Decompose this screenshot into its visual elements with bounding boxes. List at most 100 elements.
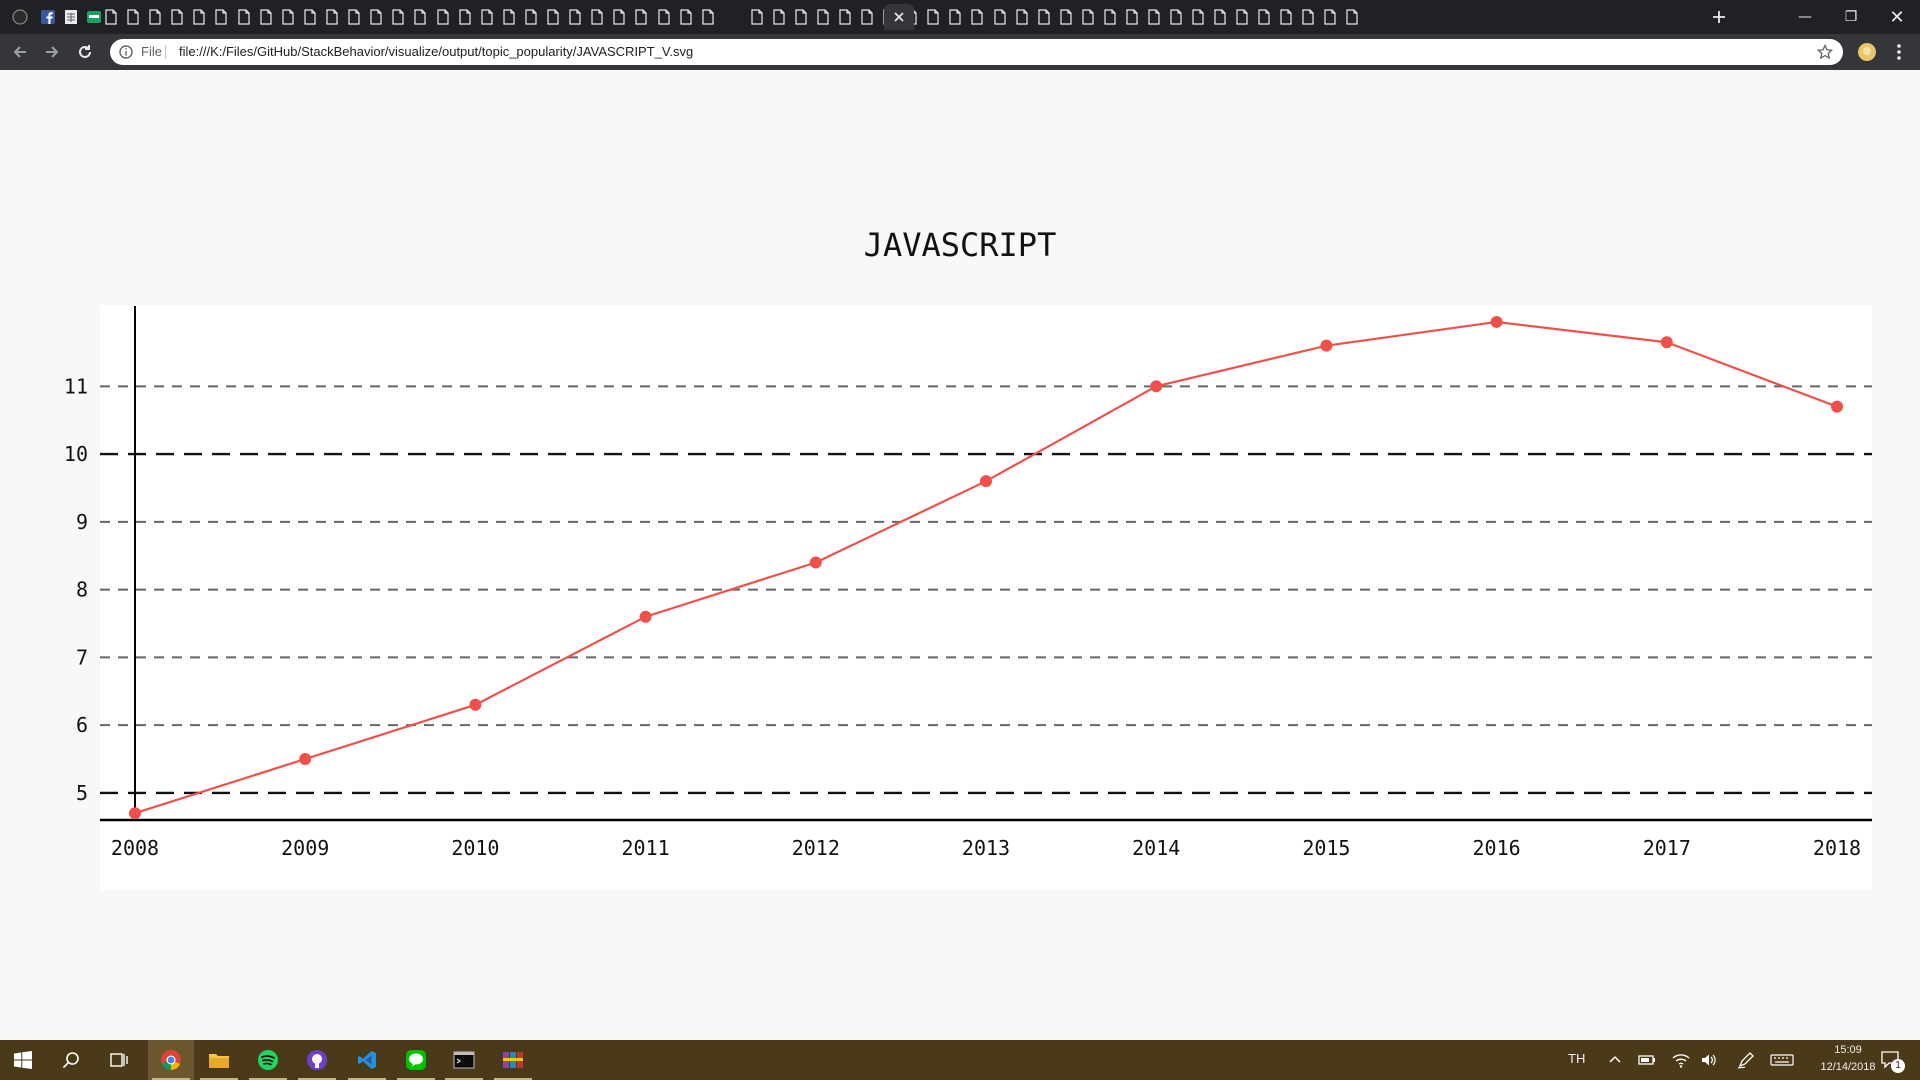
browser-tab[interactable] bbox=[833, 4, 857, 30]
browser-tab[interactable] bbox=[811, 4, 835, 30]
browser-tab[interactable] bbox=[1054, 4, 1078, 30]
browser-tab[interactable] bbox=[585, 4, 609, 30]
new-tab-button[interactable] bbox=[1707, 4, 1731, 30]
task-view-button[interactable] bbox=[96, 1040, 142, 1080]
profile-button[interactable] bbox=[1855, 40, 1879, 64]
browser-tab[interactable] bbox=[298, 4, 322, 30]
close-tab-icon[interactable] bbox=[893, 11, 905, 23]
browser-tab[interactable] bbox=[254, 4, 278, 30]
browser-tab[interactable] bbox=[789, 4, 813, 30]
browser-tab[interactable] bbox=[431, 4, 455, 30]
start-button[interactable] bbox=[0, 1040, 46, 1080]
reload-button[interactable] bbox=[73, 40, 97, 64]
browser-tab[interactable] bbox=[342, 4, 366, 30]
browser-tab[interactable] bbox=[497, 4, 521, 30]
browser-tab[interactable] bbox=[121, 4, 145, 30]
browser-tab[interactable] bbox=[519, 4, 543, 30]
browser-tab[interactable] bbox=[1208, 4, 1232, 30]
browser-tab[interactable] bbox=[1076, 4, 1100, 30]
browser-tab[interactable] bbox=[82, 4, 106, 30]
browser-tab[interactable] bbox=[386, 4, 410, 30]
taskbar-app-chrome[interactable] bbox=[148, 1040, 194, 1080]
taskbar-app-winrar[interactable] bbox=[490, 1040, 536, 1080]
browser-tab[interactable] bbox=[607, 4, 631, 30]
browser-tab[interactable] bbox=[453, 4, 477, 30]
document-favicon-icon bbox=[1324, 9, 1336, 25]
browser-tab[interactable] bbox=[408, 4, 432, 30]
browser-tab[interactable] bbox=[1340, 4, 1364, 30]
volume-icon[interactable] bbox=[1700, 1052, 1718, 1068]
browser-tab[interactable] bbox=[1230, 4, 1254, 30]
data-point bbox=[639, 610, 652, 623]
browser-tab[interactable] bbox=[475, 4, 499, 30]
url-text[interactable]: file:///K:/Files/GitHub/StackBehavior/vi… bbox=[179, 44, 694, 59]
document-favicon-icon bbox=[304, 9, 316, 25]
browser-tab[interactable] bbox=[767, 4, 791, 30]
browser-tab[interactable] bbox=[855, 4, 879, 30]
taskbar-app-terminal[interactable] bbox=[441, 1040, 487, 1080]
browser-tab[interactable] bbox=[320, 4, 344, 30]
address-bar[interactable]: File file:///K:/Files/GitHub/StackBehavi… bbox=[110, 39, 1843, 65]
browser-tab[interactable] bbox=[921, 4, 945, 30]
input-language[interactable]: TH bbox=[1568, 1051, 1586, 1066]
browser-tab[interactable] bbox=[232, 4, 256, 30]
browser-tab[interactable] bbox=[674, 4, 698, 30]
browser-tab[interactable] bbox=[1142, 4, 1166, 30]
y-tick-label: 5 bbox=[76, 781, 88, 805]
chevron-up-icon[interactable] bbox=[1608, 1053, 1622, 1067]
browser-tab[interactable] bbox=[988, 4, 1012, 30]
browser-tab[interactable] bbox=[143, 4, 167, 30]
taskbar-app-github-desktop[interactable] bbox=[294, 1040, 340, 1080]
back-button[interactable] bbox=[8, 40, 32, 64]
ime-keyboard-icon[interactable] bbox=[1770, 1052, 1794, 1068]
browser-tab-active[interactable] bbox=[884, 4, 914, 30]
browser-tab[interactable] bbox=[99, 4, 123, 30]
clock-time[interactable]: 15:09 bbox=[1834, 1044, 1862, 1056]
browser-tab[interactable] bbox=[209, 4, 233, 30]
taskbar-app-file-explorer[interactable] bbox=[196, 1040, 242, 1080]
browser-tab[interactable] bbox=[965, 4, 989, 30]
browser-tab[interactable] bbox=[629, 4, 653, 30]
browser-tab[interactable] bbox=[8, 4, 32, 30]
data-point bbox=[809, 556, 822, 569]
pen-workspace-icon[interactable] bbox=[1737, 1051, 1755, 1069]
browser-tab[interactable] bbox=[187, 4, 211, 30]
browser-tab[interactable] bbox=[1274, 4, 1298, 30]
browser-tab[interactable] bbox=[1252, 4, 1276, 30]
browser-tab[interactable] bbox=[696, 4, 720, 30]
browser-tab[interactable] bbox=[165, 4, 189, 30]
info-icon[interactable] bbox=[119, 45, 133, 59]
search-button[interactable] bbox=[48, 1040, 94, 1080]
browser-tab[interactable] bbox=[36, 4, 60, 30]
browser-tab[interactable] bbox=[1164, 4, 1188, 30]
browser-tab[interactable] bbox=[59, 4, 83, 30]
clock-date[interactable]: 12/14/2018 bbox=[1820, 1061, 1876, 1073]
browser-tab[interactable] bbox=[563, 4, 587, 30]
action-center-button[interactable]: 1 bbox=[1878, 1048, 1908, 1074]
browser-tab[interactable] bbox=[745, 4, 769, 30]
browser-tab[interactable] bbox=[1010, 4, 1034, 30]
browser-tab[interactable] bbox=[1098, 4, 1122, 30]
taskbar-app-spotify[interactable] bbox=[245, 1040, 291, 1080]
browser-tab[interactable] bbox=[1296, 4, 1320, 30]
document-favicon-icon bbox=[282, 9, 294, 25]
browser-tab[interactable] bbox=[276, 4, 300, 30]
forward-button[interactable] bbox=[40, 40, 64, 64]
menu-button[interactable] bbox=[1887, 40, 1911, 64]
taskbar-app-line[interactable] bbox=[393, 1040, 439, 1080]
browser-tab[interactable] bbox=[1318, 4, 1342, 30]
bookmark-star-icon[interactable] bbox=[1817, 44, 1833, 60]
browser-tab[interactable] bbox=[364, 4, 388, 30]
browser-tab[interactable] bbox=[1186, 4, 1210, 30]
restore-button[interactable]: ❐ bbox=[1844, 9, 1858, 25]
browser-tab[interactable] bbox=[943, 4, 967, 30]
browser-tab[interactable] bbox=[1032, 4, 1056, 30]
browser-tab[interactable] bbox=[1120, 4, 1144, 30]
wifi-icon[interactable] bbox=[1672, 1052, 1690, 1068]
taskbar-app-vscode[interactable] bbox=[344, 1040, 390, 1080]
close-window-button[interactable]: ✕ bbox=[1889, 6, 1905, 28]
battery-icon[interactable] bbox=[1638, 1053, 1656, 1067]
browser-tab[interactable] bbox=[652, 4, 676, 30]
browser-tab[interactable] bbox=[541, 4, 565, 30]
minimize-button[interactable]: — bbox=[1798, 9, 1812, 25]
